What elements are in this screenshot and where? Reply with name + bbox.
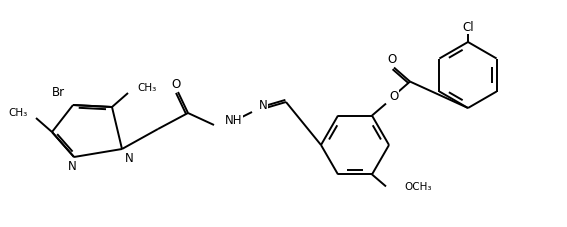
Text: N: N xyxy=(259,98,268,111)
Text: OCH₃: OCH₃ xyxy=(404,182,431,192)
Text: O: O xyxy=(390,90,399,103)
Text: CH₃: CH₃ xyxy=(137,83,156,93)
Text: N: N xyxy=(67,160,77,173)
Text: NH: NH xyxy=(225,113,243,126)
Text: O: O xyxy=(171,77,181,90)
Text: CH₃: CH₃ xyxy=(9,108,28,118)
Text: Cl: Cl xyxy=(462,20,474,33)
Text: N: N xyxy=(125,151,133,164)
Text: O: O xyxy=(387,53,397,66)
Text: Br: Br xyxy=(52,85,65,98)
